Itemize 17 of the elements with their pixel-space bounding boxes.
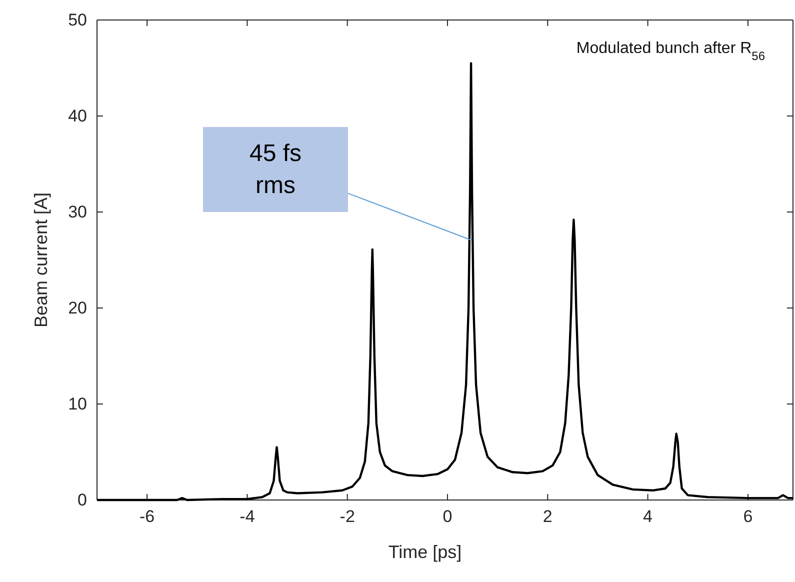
y-tick-label: 0 [78,490,87,510]
y-tick-label: 30 [68,202,87,222]
x-tick-label: 6 [743,507,753,526]
annotation: 45 fs rms [249,140,302,199]
y-tick-label: 10 [68,394,87,414]
y-tick-label: 20 [68,298,87,318]
y-axis-title: Beam current [A] [31,192,51,328]
x-tick-label: 2 [542,507,552,526]
y-tick-label: 50 [68,10,87,30]
x-tick-label: -2 [340,507,355,526]
x-tick-label: -6 [140,507,155,526]
x-tick-label: 0 [442,507,452,526]
x-axis-title: Time [ps] [388,542,462,562]
annotation: Modulated bunch after R$_{56}$ [576,40,766,63]
y-tick-label: 40 [68,106,87,126]
x-tick-label: -4 [240,507,255,526]
x-tick-label: 4 [643,507,653,526]
